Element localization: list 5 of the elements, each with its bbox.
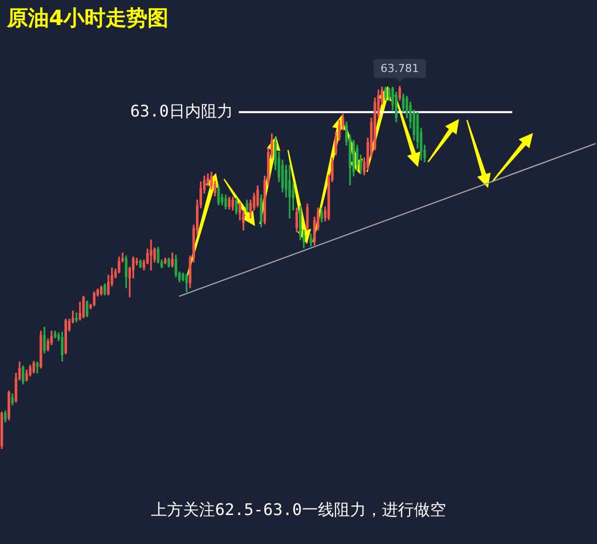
text: 上方关注62.5-63.0一线阻力，进行做空 (150, 500, 447, 521)
candlestick (150, 240, 152, 270)
ref-line-label: 63.0日内阻力 (130, 101, 233, 120)
annotation: 63.781 (380, 62, 420, 75)
chart-title: 原油4小时走势图 (7, 5, 169, 32)
